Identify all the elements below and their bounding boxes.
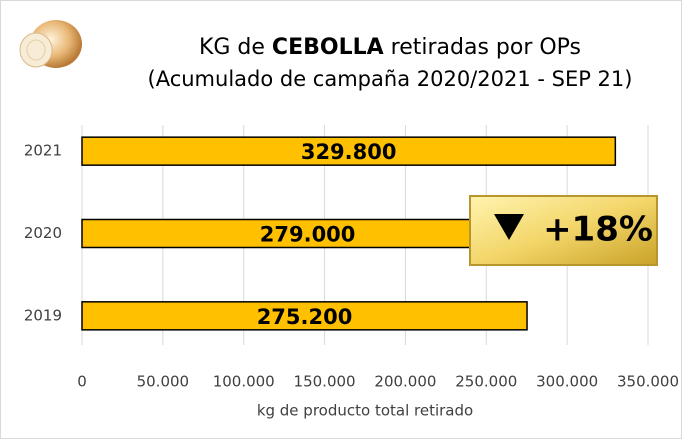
title-part: retiradas por OPs [384, 35, 581, 60]
y-tick-label: 2021 [24, 142, 62, 160]
x-tick-label: 200.000 [374, 373, 436, 391]
y-tick-label: 2020 [24, 224, 62, 242]
x-tick-label: 150.000 [294, 373, 356, 391]
x-axis-label: kg de producto total retirado [257, 402, 473, 420]
x-tick-label: 300.000 [536, 373, 598, 391]
value-label: 275.200 [257, 305, 353, 329]
x-tick-label: 50.000 [137, 373, 190, 391]
chart: KG de CEBOLLA retiradas por OPs (Acumula… [0, 0, 682, 439]
value-label: 279.000 [260, 223, 356, 247]
value-label: 329.800 [301, 140, 397, 164]
chart-subtitle: (Acumulado de campaña 2020/2021 - SEP 21… [148, 67, 633, 91]
chart-title: KG de CEBOLLA retiradas por OPs [199, 35, 581, 60]
annotation-box: +18% [470, 196, 657, 265]
x-tick-label: 100.000 [213, 373, 275, 391]
x-tick-label: 0 [77, 373, 87, 391]
y-tick-label: 2019 [24, 306, 62, 324]
title-part: CEBOLLA [272, 35, 384, 60]
title-part: KG de [199, 35, 272, 60]
x-tick-label: 250.000 [455, 373, 517, 391]
x-tick-label: 350.000 [617, 373, 679, 391]
annotation: +18% [543, 210, 653, 250]
